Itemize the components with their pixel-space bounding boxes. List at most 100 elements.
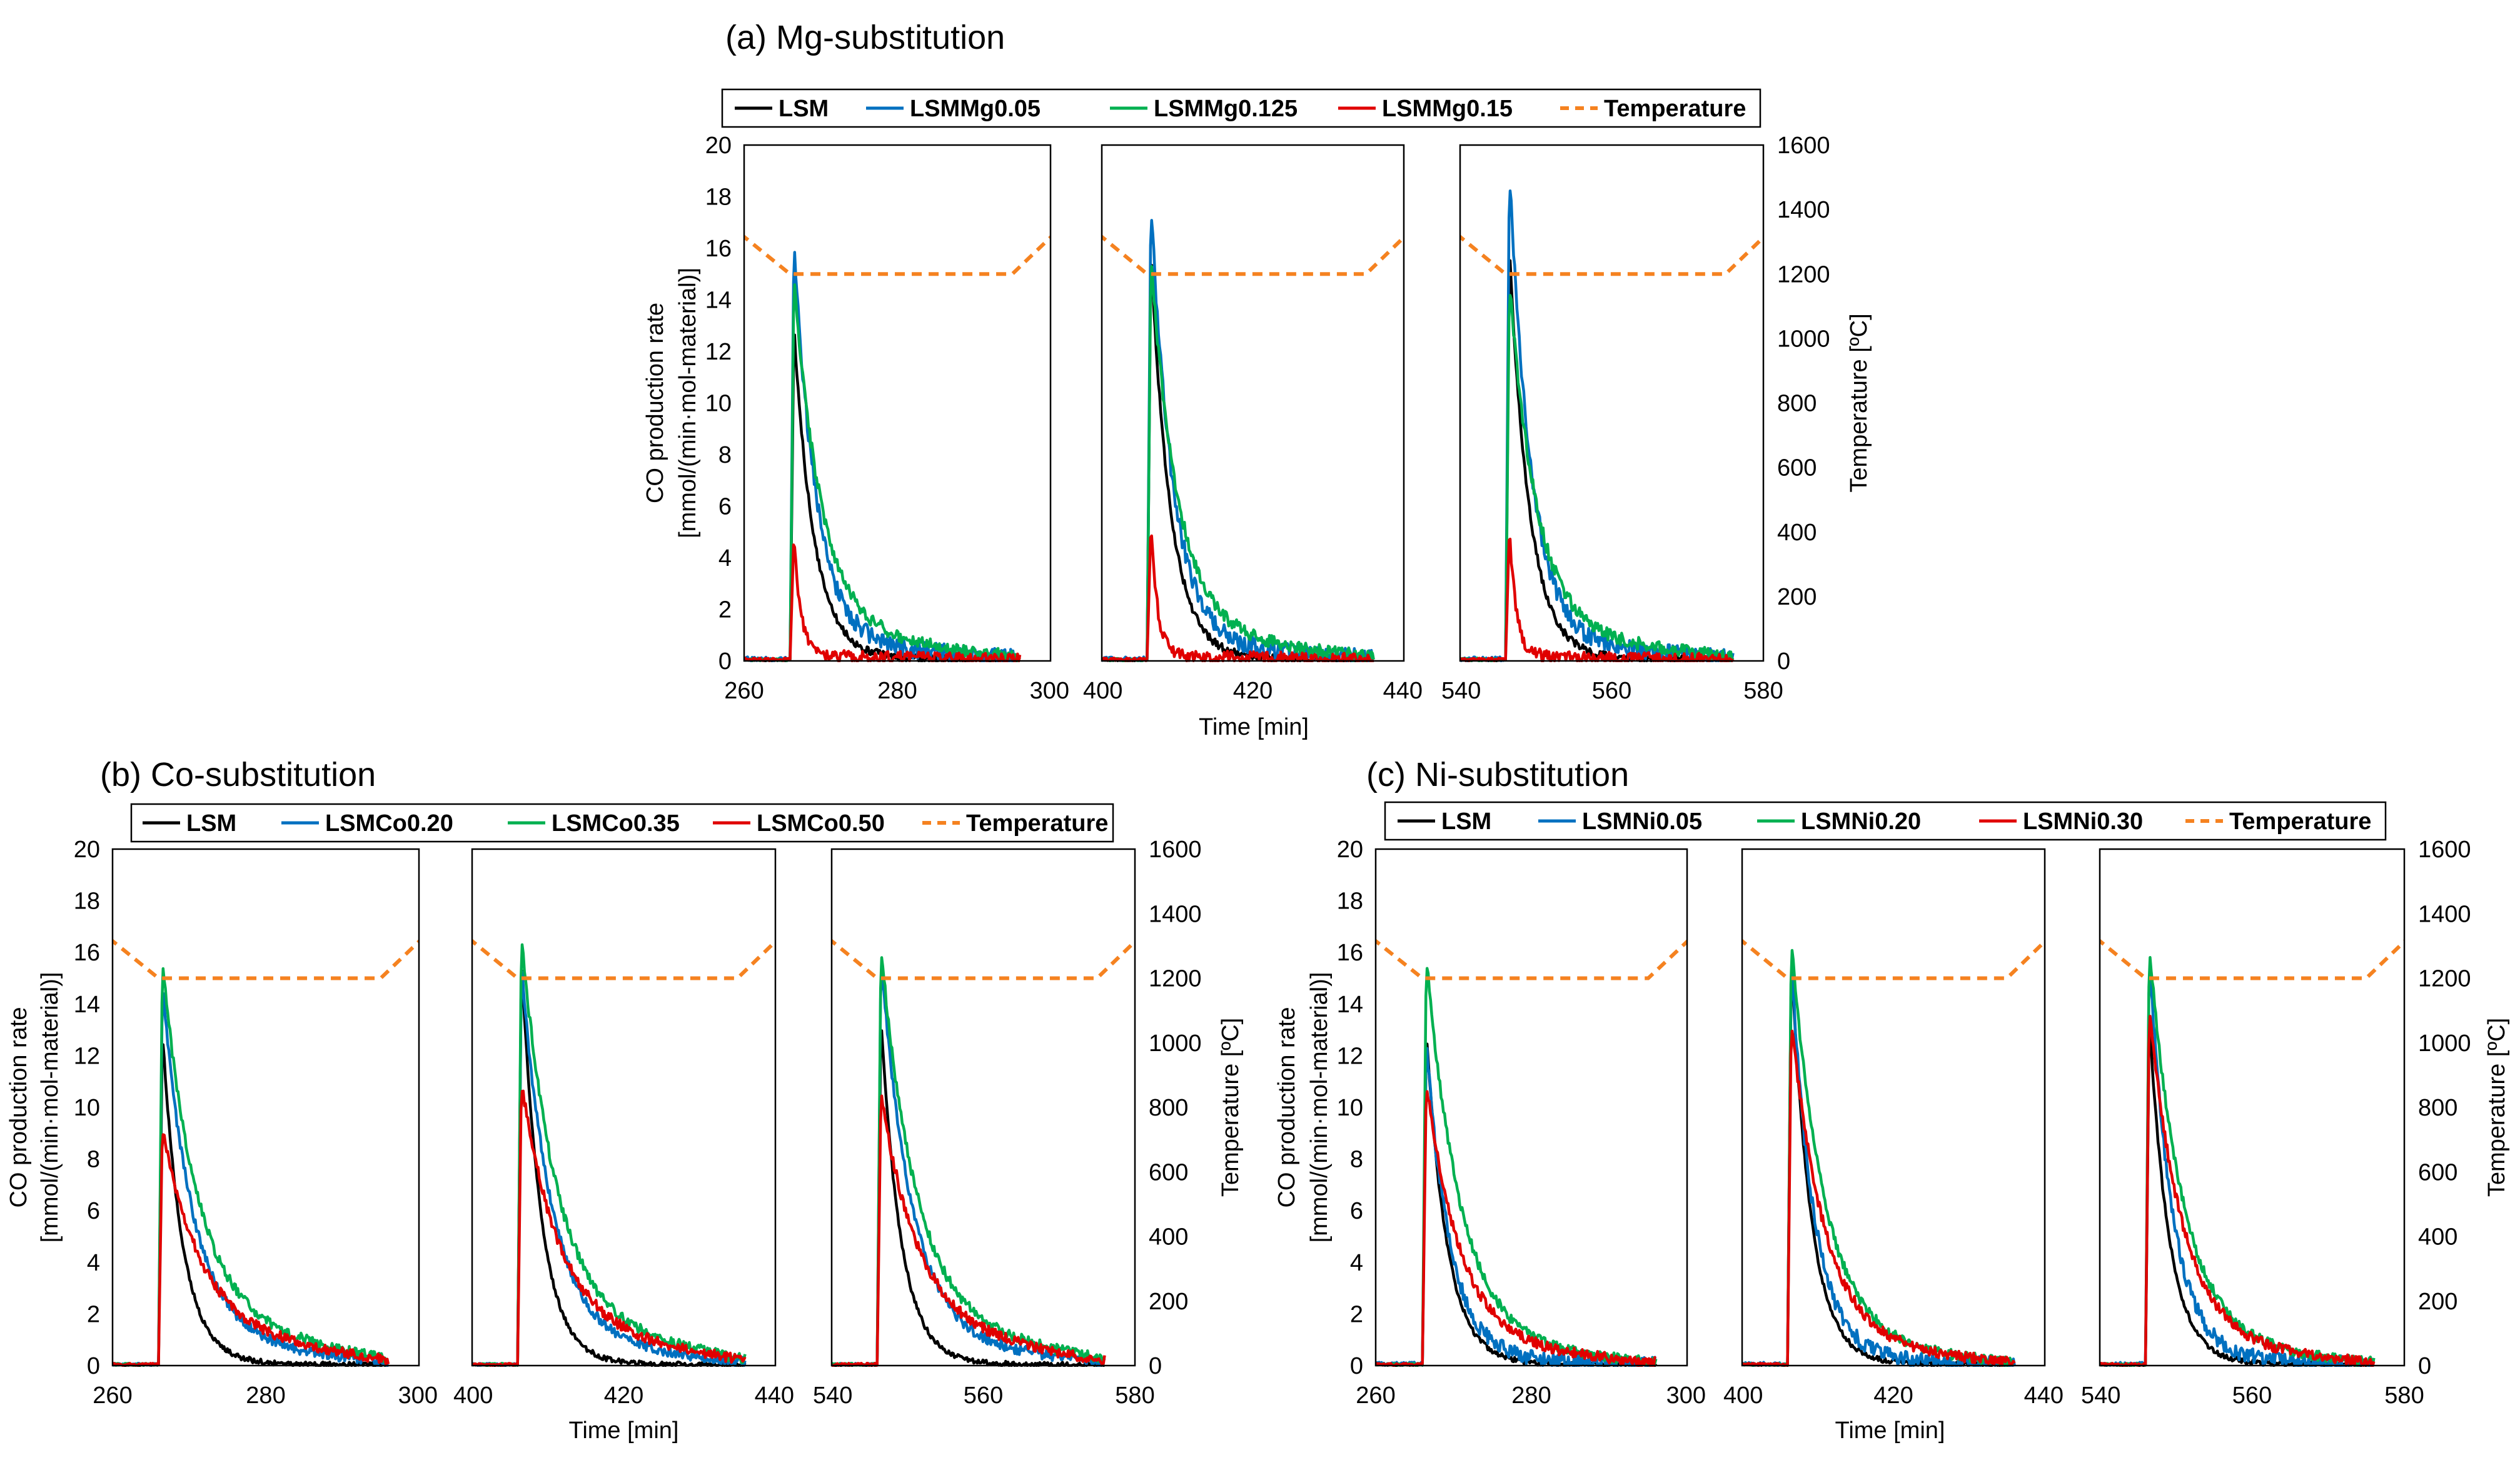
x-tick-label: 560 <box>1592 678 1631 704</box>
y2-tick-label: 1400 <box>1149 901 1202 927</box>
y-tick-label: 6 <box>718 494 732 520</box>
x-tick-label: 300 <box>1666 1382 1706 1409</box>
series-line-lsm <box>2100 1026 2374 1367</box>
y-tick-label: 20 <box>705 133 732 159</box>
y-tick-label: 18 <box>74 889 100 915</box>
series-line-lsmmg0-15 <box>1460 537 1735 662</box>
subplot-1: 260 280 300 <box>93 848 438 1409</box>
subplot-3: 540 560 580 <box>813 848 1155 1409</box>
series-line-lsmmg0-125 <box>744 283 1021 662</box>
y-tick-label: 2 <box>1350 1301 1363 1327</box>
legend-label-lsmco0-50: LSMCo0.50 <box>757 810 885 837</box>
plot-frame <box>471 848 777 1367</box>
legend: LSM LSMMg0.05 LSMMg0.125 LSMMg0.15 Temperatu… <box>721 88 1761 128</box>
x-tick-label: 400 <box>1723 1382 1763 1409</box>
legend-label-lsmmg0-15: LSMMg0.15 <box>1382 96 1513 122</box>
x-tick-label: 280 <box>877 678 917 704</box>
y-tick-label: 12 <box>74 1043 100 1069</box>
y2-axis-label: Temperature [ºC] <box>1217 1018 1244 1197</box>
series-line-temperature <box>472 939 775 980</box>
series-line-lsmni0-05 <box>1742 972 2016 1367</box>
series-line-lsm <box>1376 1042 1658 1367</box>
chart-co: (b) Co-substitution LSM LSMCo0.20 LSMCo0.35… <box>6 756 1244 1444</box>
plot-frame <box>1374 848 1688 1367</box>
x-tick-label: 540 <box>2081 1382 2120 1409</box>
chart-ni: (c) Ni-substitution LSM LSMNi0.05 LSMNi0.20… <box>1274 756 2510 1444</box>
y2-tick-label: 1200 <box>1149 966 1202 992</box>
series-line-lsm <box>1102 263 1374 662</box>
y-tick-label: 0 <box>87 1353 100 1379</box>
y2-tick-label: 1400 <box>1777 197 1830 223</box>
legend-label-lsmmg0-05: LSMMg0.05 <box>910 96 1041 122</box>
series-line-temperature <box>1460 234 1763 276</box>
series-line-lsmco0-50 <box>472 1089 747 1367</box>
subplot-3: 540 560 580 <box>1441 144 1783 704</box>
y2-tick-label: 400 <box>2418 1224 2457 1251</box>
plot-frame <box>743 144 1052 662</box>
y-axis-label: CO production rate <box>6 1007 32 1207</box>
legend: LSM LSMCo0.20 LSMCo0.35 LSMCo0.50 Temperatur… <box>130 803 1114 843</box>
y2-tick-label: 400 <box>1777 520 1817 546</box>
y-tick-label: 10 <box>1337 1095 1363 1121</box>
x-axis-label: Time [min] <box>1199 714 1309 740</box>
y-tick-label: 2 <box>87 1301 100 1327</box>
legend-label-lsmni0-30: LSMNi0.30 <box>2023 808 2143 835</box>
subplot-2: 400 420 440 <box>1083 144 1423 704</box>
x-tick-label: 580 <box>1743 678 1783 704</box>
y-tick-label: 12 <box>1337 1043 1363 1069</box>
plot-frame <box>1101 144 1405 662</box>
y2-tick-label: 0 <box>2418 1353 2431 1379</box>
y2-tick-label: 0 <box>1149 1353 1162 1379</box>
subplot-1: 260 280 300 <box>724 144 1069 704</box>
y2-tick-label: 1200 <box>2418 966 2471 992</box>
x-tick-label: 440 <box>755 1382 794 1409</box>
subplot-3: 540 560 580 <box>2081 848 2424 1409</box>
y-tick-label: 14 <box>1337 992 1363 1018</box>
y2-tick-label: 600 <box>2418 1159 2457 1186</box>
y-tick-label: 16 <box>74 940 100 966</box>
plot-frame <box>1741 848 2046 1367</box>
series-line-lsmco0-20 <box>832 967 1106 1367</box>
x-tick-label: 560 <box>964 1382 1003 1409</box>
y2-tick-label: 800 <box>2418 1095 2457 1121</box>
y2-tick-label: 400 <box>1149 1224 1188 1251</box>
y2-tick-label: 200 <box>1777 584 1817 610</box>
legend-label-temperature: Temperature <box>2229 808 2371 835</box>
x-tick-label: 420 <box>604 1382 643 1409</box>
series-line-lsmni0-30 <box>1742 1029 2016 1367</box>
y-tick-label: 8 <box>1350 1147 1363 1173</box>
legend-label-temperature: Temperature <box>1604 96 1746 122</box>
series-line-temperature <box>1102 234 1404 276</box>
x-tick-label: 260 <box>93 1382 132 1409</box>
series-line-lsmni0-30 <box>2100 1015 2376 1367</box>
series-line-lsm <box>1460 259 1735 662</box>
x-tick-label: 580 <box>1115 1382 1154 1409</box>
y-axis-label: CO production rate <box>642 303 668 503</box>
x-tick-label: 540 <box>813 1382 852 1409</box>
x-axis-label: Time [min] <box>569 1417 679 1444</box>
series-line-temperature <box>2100 939 2404 980</box>
x-tick-label: 440 <box>2024 1382 2064 1409</box>
legend-label-lsmni0-05: LSMNi0.05 <box>1582 808 1702 835</box>
y-tick-label: 18 <box>1337 889 1363 915</box>
y-tick-label: 20 <box>1337 837 1363 863</box>
series-line-lsmco0-35 <box>472 943 747 1367</box>
x-tick-label: 260 <box>724 678 764 704</box>
y2-tick-label: 600 <box>1149 1159 1188 1186</box>
legend-label-lsmco0-35: LSMCo0.35 <box>552 810 680 837</box>
series-line-lsmmg0-05 <box>1460 189 1735 662</box>
chart-title: (b) Co-substitution <box>100 756 376 793</box>
x-tick-label: 420 <box>1233 678 1273 704</box>
series-line-lsm <box>1742 972 2015 1367</box>
legend-label-lsm: LSM <box>186 810 236 837</box>
series-line-lsmmg0-05 <box>1102 219 1374 662</box>
x-axis-label: Time [min] <box>1835 1417 1945 1444</box>
x-tick-label: 420 <box>1873 1382 1913 1409</box>
y2-tick-label: 600 <box>1777 455 1817 481</box>
chart-title: (c) Ni-substitution <box>1366 756 1629 793</box>
legend-label-lsmmg0-125: LSMMg0.125 <box>1154 96 1298 122</box>
series-line-temperature <box>744 234 1051 276</box>
y2-tick-label: 800 <box>1149 1095 1188 1121</box>
y2-tick-label: 1600 <box>1777 133 1830 159</box>
